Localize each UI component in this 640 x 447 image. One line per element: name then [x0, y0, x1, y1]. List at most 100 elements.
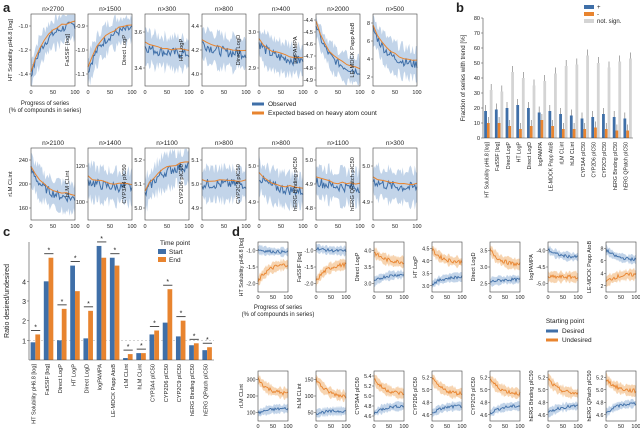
y-tick-label: 5.2 [596, 375, 603, 381]
undesired-line [431, 247, 463, 266]
x-tick-label: HT Solubility pH6.8 [log] [484, 141, 490, 197]
x-axis-label: Progress of series [21, 101, 69, 107]
panel-d-subplot: hERG QPatch pIC50 4.6 4.8 5.0 5.2 0 50 100 [587, 370, 640, 430]
sample-size-label: n>500 [386, 6, 405, 13]
x-tick-label: 0 [372, 424, 375, 430]
x-tick-label: 0 [86, 224, 89, 230]
y-axis-label: CYP2C9 pIC50 [236, 164, 242, 204]
panel-d-subplot: FaSSIF [log]-2.0 -1.5 -1.0 0 50 100 [297, 241, 351, 301]
y-tick-label: 200 [19, 182, 28, 188]
bar-plus [516, 105, 520, 138]
x-tick-label: HT LogP [71, 364, 77, 386]
y-axis-label: FaSSIF [log] [65, 34, 71, 67]
x-tick-label: 50 [50, 90, 56, 96]
undesired-line [315, 261, 347, 281]
plot-frame [372, 13, 418, 87]
x-tick-label: 0 [314, 424, 317, 430]
significance-mark: * [153, 321, 156, 328]
plot-frame [315, 13, 361, 87]
y-axis-label: HT LogP [413, 256, 419, 278]
panel-a-subplot: n>800 CYP2C9 pIC50 4.9 5.0 0 50 100 [236, 140, 308, 230]
panel-a-subplot: n>500 LE-MDCK Papp AtoB 2 4 6 8 0 50 100 [350, 6, 422, 96]
desired-band [316, 242, 346, 257]
significance-mark: * [180, 311, 183, 318]
legend-end-label: End [169, 257, 181, 264]
panel-a-subplot: n>2100 rLM CLint 160 200 240 0 50 100 [8, 140, 80, 230]
y-tick-label: 5.2 [480, 375, 487, 381]
y-tick-label: -1.4 [19, 72, 28, 78]
observed-line [315, 25, 361, 75]
bar-minus [594, 127, 597, 138]
observed-band [373, 14, 417, 83]
x-tick-label: hERG Binding pIC50 [613, 142, 619, 190]
expected-line [315, 176, 361, 185]
panel-d-subplot: logPAMPA-5.0 -4.5 -4.0 0 50 100 [529, 241, 583, 301]
y-axis-label: LE-MDCK Papp AtoB [587, 241, 593, 294]
sample-size-label: n>800 [215, 140, 234, 147]
panel-d-label: d [232, 224, 240, 239]
desired-line [547, 404, 579, 413]
bar-start [109, 257, 115, 360]
x-tick-label: 50 [386, 295, 392, 301]
x-tick-label: 50 [221, 90, 227, 96]
expected-line [372, 24, 418, 61]
y-tick-label: 2 [22, 319, 26, 326]
x-tick-label: 0 [604, 295, 607, 301]
y-axis-label: HT Solubility pH6.8 [log] [239, 237, 245, 296]
bar-start [57, 340, 62, 360]
significance-mark: * [74, 256, 77, 263]
bar-minus [529, 126, 533, 138]
y-axis-label: hERG Binding pIC50 [293, 157, 299, 211]
x-tick-label: 50 [502, 424, 508, 430]
y-tick-label: 5.0 [422, 388, 429, 394]
y-tick-label: 80 [474, 16, 480, 22]
bar-start [149, 334, 155, 360]
x-tick-label: 50 [444, 295, 450, 301]
desired-line [315, 246, 347, 253]
y-axis-label: hERG QPatch pIC50 [350, 157, 356, 211]
y-tick-label: -4.0 [536, 248, 545, 254]
x-tick-label: Direct LogD [527, 142, 533, 170]
x-tick-label: hLM CLint [137, 364, 143, 390]
y-axis-label: CYP3A4 pIC50 [122, 164, 128, 203]
sample-size-label: n>400 [272, 6, 291, 13]
y-tick-label: -1.1 [76, 72, 85, 78]
x-tick-label: 0 [256, 295, 259, 301]
x-tick-label: 50 [618, 295, 624, 301]
x-tick-label: logPAMPA [538, 141, 544, 166]
legend-swatch [584, 5, 594, 9]
y-tick-label: 3.6 [134, 30, 142, 36]
plot-frame [431, 241, 463, 293]
y-tick-label: -1.5 [304, 265, 313, 271]
y-tick-label: 60 [474, 46, 480, 52]
bar-start [202, 350, 208, 360]
panel-a-subplot: n>800 HT LogP 4.0 4.2 4.4 0 50 100 [179, 6, 251, 96]
y-tick-label: 8 [367, 21, 370, 27]
x-tick-label: 0 [86, 90, 89, 96]
x-axis-label: Progress of series [254, 305, 302, 311]
desired-line [605, 401, 637, 414]
bar-end [207, 347, 212, 360]
y-tick-label: 3.5 [364, 265, 371, 271]
desired-band [490, 400, 520, 418]
bar-not-sign [618, 61, 622, 138]
bar-plus [580, 118, 584, 138]
significance-mark: * [127, 344, 130, 351]
observed-line [30, 21, 76, 77]
x-tick-label: 0 [29, 224, 32, 230]
panel-a-subplot: n>1100 hERG Binding pIC50 4.8 4.9 5.0 0 50 100 [293, 140, 365, 230]
x-tick-label: 50 [221, 224, 227, 230]
x-tick-label: 0 [314, 224, 317, 230]
panel-a-subplot: n>400 Direct LogD 2.9 3.0 0 50 100 [236, 6, 308, 96]
desired-line [373, 404, 405, 415]
x-tick-label: 0 [488, 295, 491, 301]
bar-end [141, 353, 146, 360]
x-tick-label: hERG QPatch pIC50 [624, 142, 630, 190]
bar-start [175, 336, 181, 360]
x-tick-label: 0 [371, 224, 374, 230]
x-tick-label: 50 [560, 424, 566, 430]
panel-a-subplot: n>800 CYP2D6 pIC50 4.9 5.0 5.1 0 50 100 [179, 140, 251, 230]
x-tick-label: HT Solubility pH6.8 [log] [32, 364, 38, 424]
bar-end [88, 310, 93, 360]
